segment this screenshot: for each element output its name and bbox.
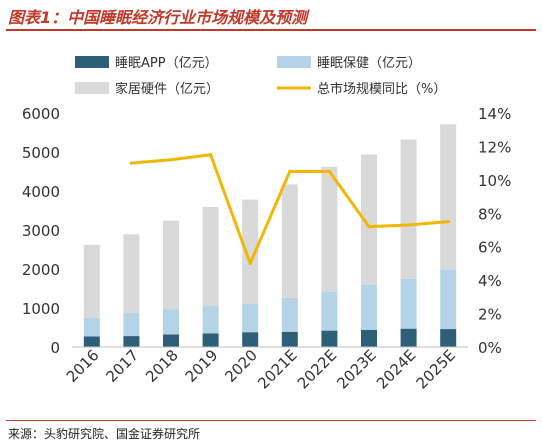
source-note: 来源：头豹研究院、国金证券研究所 — [8, 427, 201, 441]
growth-point — [446, 220, 450, 224]
bar-segment — [123, 234, 140, 313]
bar-segment — [83, 317, 100, 337]
y-right-tick-label: 14% — [478, 105, 511, 123]
y-left-tick-label: 2000 — [22, 261, 60, 279]
bar-segment — [123, 312, 140, 337]
legend-swatch — [75, 82, 109, 94]
growth-point — [407, 223, 411, 227]
legend-label: 总市场规模同比（%） — [317, 81, 446, 97]
y-left-tick-label: 6000 — [22, 105, 60, 123]
growth-point — [288, 169, 292, 174]
x-tick-label: 2025E — [413, 346, 459, 392]
y-left-tick-label: 1000 — [22, 300, 60, 318]
bar-segment — [361, 284, 377, 330]
growth-point — [367, 225, 371, 229]
bar-segment — [440, 269, 457, 330]
bar-segment — [163, 220, 179, 310]
x-tick-label: 2017 — [102, 346, 142, 386]
bar-segment — [440, 329, 457, 347]
bar-segment — [242, 303, 259, 333]
bar-segment — [321, 291, 338, 331]
legend-label: 家居硬件（亿元） — [115, 81, 219, 97]
y-axis-right: 0% 2% 4% 6% 8% 10% 12% 14% — [478, 105, 511, 357]
figure-title: 图表1：中国睡眠经济行业市场规模及预测 — [8, 8, 308, 27]
bar-segment — [123, 336, 140, 347]
bar-segment — [400, 278, 417, 329]
x-tick-label: 2024E — [373, 346, 419, 392]
y-left-tick-label: 3000 — [22, 222, 60, 240]
title-bar: 图表1：中国睡眠经济行业市场规模及预测 — [6, 3, 536, 31]
growth-point — [209, 153, 213, 157]
y-right-tick-label: 10% — [478, 172, 511, 190]
y-right-tick-label: 6% — [478, 239, 502, 257]
legend: 睡眠APP（亿元） 睡眠保健（亿元） 家居硬件（亿元） 总市场规模同比（%） — [75, 56, 446, 97]
bar-segment — [400, 139, 417, 279]
x-axis: 2016 2017 2018 2019 20202021E2022E2023E2024E… — [63, 346, 459, 392]
bar-segment — [83, 244, 100, 318]
growth-points — [129, 153, 450, 266]
legend-swatch — [75, 56, 109, 68]
bars — [83, 124, 457, 347]
chart-canvas: 睡眠APP（亿元） 睡眠保健（亿元） 家居硬件（亿元） 总市场规模同比（%） 0 1000… — [22, 56, 511, 393]
growth-point — [129, 161, 133, 165]
bar-segment — [202, 333, 219, 347]
source-bar: 来源：头豹研究院、国金证券研究所 — [6, 420, 536, 443]
legend-label: 睡眠APP（亿元） — [115, 56, 218, 71]
bar-segment — [163, 334, 179, 347]
y-right-tick-label: 12% — [478, 138, 511, 156]
bar-segment — [400, 328, 417, 347]
bar-segment — [361, 154, 377, 285]
legend-label: 睡眠保健（亿元） — [317, 56, 421, 71]
y-left-tick-label: 0 — [50, 339, 60, 357]
bar-segment — [281, 184, 298, 298]
growth-point — [248, 261, 252, 266]
x-tick-label: 2023E — [333, 346, 379, 392]
bar-segment — [202, 306, 219, 334]
bar-segment — [163, 309, 179, 335]
bar-segment — [321, 166, 338, 292]
y-right-tick-label: 8% — [478, 205, 502, 223]
growth-point — [327, 169, 331, 174]
growth-point — [169, 158, 173, 162]
y-right-tick-label: 4% — [478, 272, 502, 290]
y-axis-left: 0 1000 2000 3000 4000 5000 6000 — [22, 105, 60, 357]
legend-swatch — [277, 56, 311, 68]
y-left-tick-label: 4000 — [22, 183, 60, 201]
bar-segment — [281, 331, 298, 347]
bar-segment — [83, 336, 100, 347]
y-right-tick-label: 2% — [478, 306, 502, 324]
x-tick-label: 2021E — [254, 346, 300, 392]
x-tick-label: 2019 — [182, 346, 222, 386]
x-tick-label: 2022E — [294, 346, 340, 392]
bar-segment — [281, 297, 298, 332]
x-tick-label: 2016 — [63, 346, 103, 386]
bar-segment — [242, 332, 259, 347]
x-tick-label: 2018 — [142, 346, 182, 386]
bar-segment — [440, 124, 457, 270]
bar-segment — [242, 199, 259, 304]
y-left-tick-label: 5000 — [22, 144, 60, 162]
y-right-tick-label: 0% — [478, 339, 502, 357]
bar-segment — [321, 330, 338, 347]
bar-segment — [202, 206, 219, 307]
bar-segment — [361, 329, 377, 347]
